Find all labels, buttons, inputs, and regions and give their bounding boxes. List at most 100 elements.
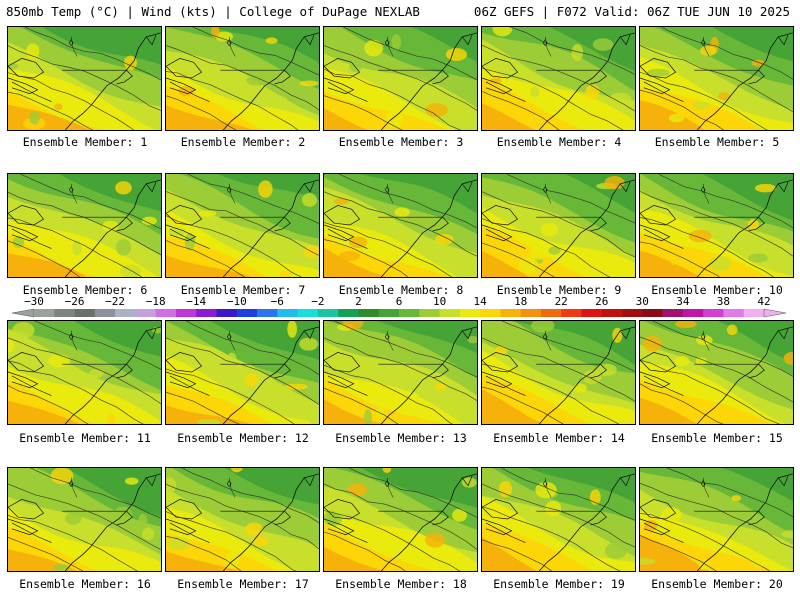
temperature-contour — [166, 337, 319, 405]
temp-patch — [29, 111, 40, 125]
coastline — [432, 69, 449, 85]
temp-band — [73, 321, 161, 357]
colorbar-swatch — [642, 309, 663, 317]
temp-patch — [783, 351, 793, 365]
lake-marker — [700, 39, 706, 47]
temperature-contour — [8, 483, 161, 551]
lake-marker — [226, 39, 232, 47]
temp-patch — [668, 113, 685, 123]
colorbar-swatch — [540, 309, 562, 317]
temperature-contour — [324, 387, 399, 424]
lake-marker — [542, 480, 548, 488]
coastline — [380, 179, 477, 277]
temp-patch — [391, 34, 402, 50]
coastline — [777, 181, 789, 193]
colorbar-tick-label: 34 — [676, 295, 690, 308]
temperature-contour — [661, 27, 793, 80]
temp-patch — [751, 59, 765, 67]
temp-patch — [535, 481, 557, 499]
colorbar-tick-label: 26 — [595, 295, 608, 308]
temp-patch — [375, 407, 385, 418]
temperature-contour — [482, 67, 624, 130]
temperature-contour — [657, 174, 793, 229]
temp-band — [511, 321, 635, 365]
lake-marker — [384, 333, 390, 341]
temp-patch — [142, 527, 155, 541]
temperature-contour — [640, 190, 793, 257]
colorbar-swatch — [277, 309, 298, 317]
coastline — [303, 475, 315, 487]
temperature-contour — [19, 174, 161, 230]
colorbar-swatch — [581, 309, 603, 317]
temp-patch — [699, 46, 717, 56]
colorbar-tick-label: −6 — [271, 295, 284, 308]
temp-patch — [698, 562, 711, 570]
ensemble-member-caption: Ensemble Member: 5 — [654, 135, 780, 149]
temp-patch — [141, 216, 157, 226]
temp-band — [41, 27, 161, 66]
colorbar-tick-label: 38 — [717, 295, 730, 308]
ensemble-member-caption: Ensemble Member: 1 — [22, 135, 148, 149]
temperature-contour — [500, 468, 635, 521]
temp-patch — [754, 183, 777, 193]
temperature-contour — [482, 483, 635, 548]
great-lakes — [324, 77, 355, 95]
temperature-contour — [8, 217, 143, 277]
ensemble-member-map — [323, 467, 478, 572]
great-lakes — [482, 518, 513, 536]
colorbar-swatch — [419, 309, 440, 317]
ensemble-member-caption: Ensemble Member: 6 — [22, 283, 148, 297]
colorbar-tick-label: −2 — [311, 295, 324, 308]
great-lakes — [324, 205, 361, 226]
coastline — [303, 34, 315, 46]
ensemble-member-caption: Ensemble Member: 8 — [338, 283, 464, 297]
lake-marker — [542, 39, 548, 47]
coastline — [619, 34, 631, 46]
ensemble-member-map — [639, 320, 794, 425]
temp-patch — [364, 40, 384, 57]
great-lakes — [327, 81, 368, 102]
ensemble-member-caption: Ensemble Member: 2 — [180, 135, 306, 149]
lake-marker — [68, 480, 74, 488]
colorbar-swatch — [399, 309, 420, 317]
coastline — [274, 363, 291, 379]
coastline — [145, 475, 157, 487]
great-lakes — [640, 518, 671, 536]
temp-patch — [167, 537, 190, 551]
temp-patch — [333, 198, 349, 205]
colorbar-tick-label: 10 — [433, 295, 446, 308]
temp-patch — [115, 181, 132, 195]
ensemble-member-map — [165, 467, 320, 572]
colorbar-swatch — [34, 309, 55, 317]
temperature-contour — [166, 511, 297, 571]
great-lakes — [11, 522, 52, 543]
colorbar-swatch — [561, 309, 582, 317]
lake-marker — [68, 186, 74, 194]
coastline — [64, 32, 161, 130]
temp-patch — [445, 47, 468, 61]
temp-patch — [230, 468, 243, 473]
header-valid-time: 06Z GEFS | F072 Valid: 06Z TUE JUN 10 20… — [473, 4, 790, 19]
temp-band — [58, 174, 161, 212]
colorbar-swatch — [703, 309, 724, 317]
great-lakes — [643, 228, 684, 249]
colorbar-swatch — [358, 309, 380, 317]
lake-marker — [384, 186, 390, 194]
great-lakes — [324, 224, 355, 242]
ensemble-member-map — [7, 26, 162, 131]
temperature-contour — [482, 191, 635, 258]
great-lakes — [324, 58, 361, 79]
temp-patch — [382, 468, 392, 474]
temperature-contour — [501, 321, 635, 372]
temperature-contour — [333, 321, 477, 378]
temperature-contour — [324, 222, 453, 277]
lake-marker — [384, 39, 390, 47]
great-lakes — [482, 352, 519, 373]
temp-patch — [675, 321, 697, 329]
great-lakes — [327, 375, 368, 396]
temp-patch — [748, 218, 759, 231]
colorbar-swatch — [94, 309, 116, 317]
temp-patch — [385, 110, 404, 128]
great-lakes — [166, 499, 203, 520]
ensemble-member-map — [481, 467, 636, 572]
